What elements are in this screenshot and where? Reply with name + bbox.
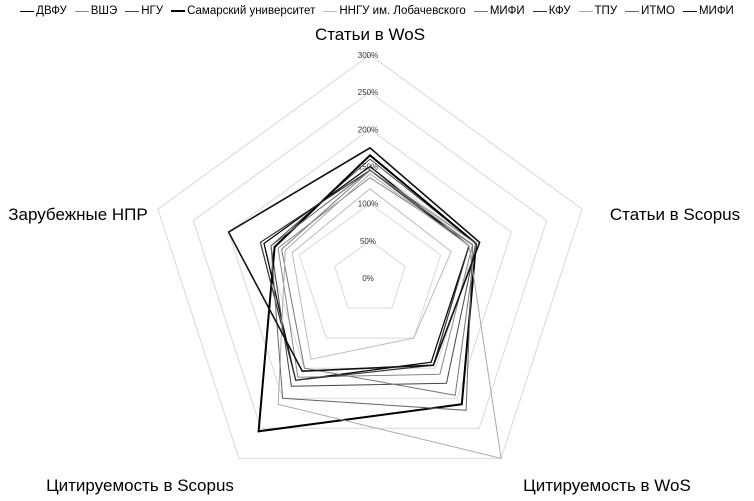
axis-label-scopus-citations: Цитируемость в Scopus xyxy=(46,476,234,495)
legend-item: ННГУ им. Лобачевского xyxy=(323,5,466,17)
tick-label: 150% xyxy=(358,163,378,172)
series-line xyxy=(270,169,474,411)
legend-item: ВШЭ xyxy=(74,5,118,17)
radar-grid xyxy=(157,54,583,459)
legend-item: ДВФУ xyxy=(20,5,67,17)
legend-label: ДВФУ xyxy=(36,5,67,17)
grid-ring xyxy=(298,203,442,339)
chart-legend: ДВФУ ВШЭ НГУ Самарский университет ННГУ им. … xyxy=(0,0,754,22)
axis-label-wos-articles: Статьи в WoS xyxy=(315,25,425,44)
legend-item: МИФИ xyxy=(682,5,734,17)
legend-swatch xyxy=(323,10,338,12)
legend-swatch xyxy=(20,10,35,12)
series-line xyxy=(281,169,477,396)
grid-ring xyxy=(157,54,583,459)
radar-series xyxy=(227,146,502,460)
legend-label: ННГУ им. Лобачевского xyxy=(339,5,466,17)
tick-label: 300% xyxy=(358,51,378,60)
series-line xyxy=(227,146,481,373)
series-line xyxy=(291,188,452,360)
grid-ring xyxy=(192,91,548,429)
legend-swatch xyxy=(625,10,640,12)
axis-label-foreign-faculty: Зарубежные НПР xyxy=(8,205,147,224)
legend-swatch xyxy=(578,10,593,12)
tick-label: 0% xyxy=(362,274,374,283)
legend-label: Самарский университет xyxy=(187,5,316,17)
series-line xyxy=(277,177,474,378)
legend-label: НГУ xyxy=(141,5,164,17)
series-line xyxy=(277,173,502,460)
legend-item: КФУ xyxy=(532,5,571,17)
legend-swatch xyxy=(532,10,547,12)
legend-item: НГУ xyxy=(125,5,163,17)
grid-ring xyxy=(228,128,512,399)
axis-label-scopus-articles: Статьи в Scopus xyxy=(610,205,740,224)
legend-item: ИТМО xyxy=(625,5,675,17)
legend-swatch xyxy=(682,10,697,12)
legend-label: ВШЭ xyxy=(90,5,118,17)
legend-label: ТПУ xyxy=(594,5,618,17)
radar-tick-labels: 0% 50% 100% 150% 200% 250% 300% xyxy=(358,51,378,283)
legend-label: ИТМО xyxy=(641,5,675,17)
legend-label: МИФИ xyxy=(698,5,734,17)
grid-ring xyxy=(334,240,406,309)
tick-label: 250% xyxy=(358,88,378,97)
legend-swatch xyxy=(125,10,140,12)
tick-label: 200% xyxy=(358,125,378,134)
legend-label: КФУ xyxy=(548,5,571,17)
legend-item: МИФИ xyxy=(473,5,525,17)
legend-swatch xyxy=(74,10,89,12)
series-line xyxy=(257,153,478,433)
legend-swatch xyxy=(473,10,488,12)
legend-label: МИФИ xyxy=(489,5,525,17)
tick-label: 100% xyxy=(358,200,378,209)
axis-label-wos-citations: Цитируемость в WoS xyxy=(523,476,691,495)
legend-item: ТПУ xyxy=(578,5,618,17)
legend-item: Самарский университет xyxy=(171,5,315,17)
tick-label: 50% xyxy=(360,237,376,246)
legend-swatch xyxy=(171,10,186,12)
